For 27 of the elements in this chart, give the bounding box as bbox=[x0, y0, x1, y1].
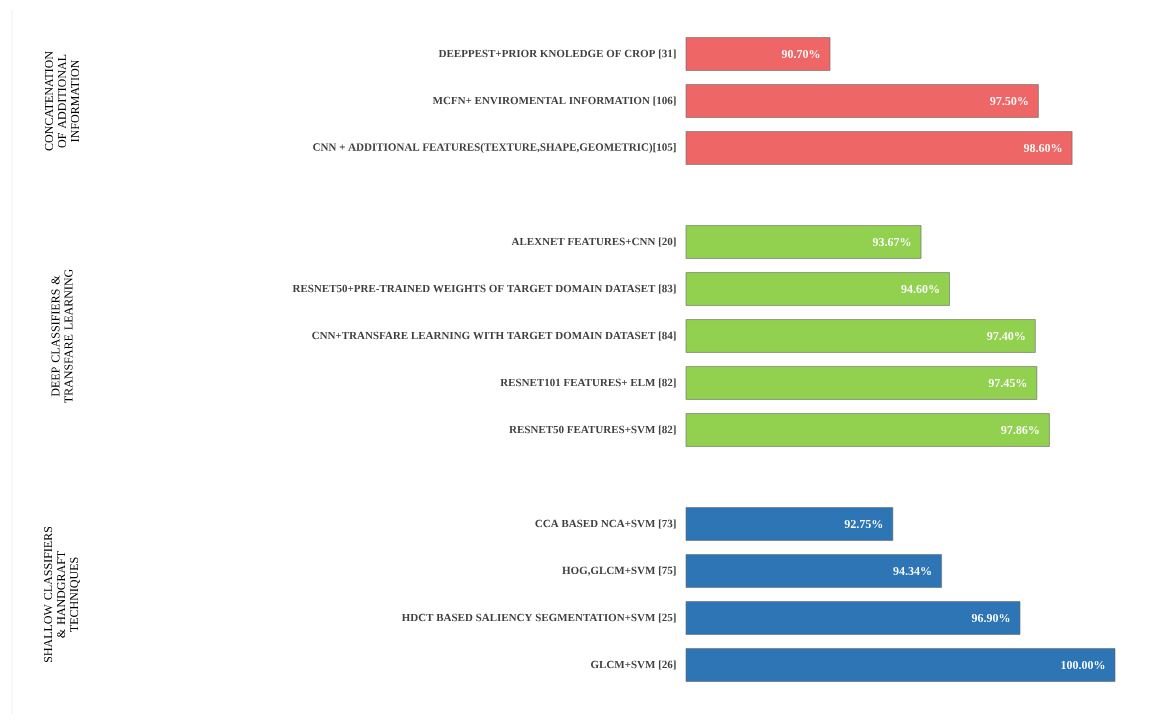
y-tick-label: GLCM+SVM [26] bbox=[590, 660, 676, 670]
y-tick-label: CNN+TRANSFARE LEARNING WITH TARGET DOMAIN DATASET [84] bbox=[312, 331, 676, 341]
data-label: 93.67% bbox=[872, 237, 911, 247]
y-tick-label: CCA BASED NCA+SVM [73] bbox=[535, 519, 676, 529]
data-label: 90.70% bbox=[781, 49, 820, 59]
data-label: 97.45% bbox=[988, 378, 1027, 388]
y-tick-label: RESNET50 FEATURES+SVM [82] bbox=[509, 425, 676, 435]
y-tick-label: HOG,GLCM+SVM [75] bbox=[562, 566, 676, 576]
y-tick-label: DEEPPEST+PRIOR KNOLEDGE OF CROP [31] bbox=[438, 49, 676, 59]
data-label: 97.86% bbox=[1001, 425, 1039, 435]
data-label: 94.34% bbox=[893, 566, 931, 576]
y-tick-label: ALEXNET FEATURES+CNN [20] bbox=[511, 237, 676, 247]
y-tick-label: RESNET101 FEATURES+ ELM [82] bbox=[500, 378, 676, 388]
y-tick-label: CNN + ADDITIONAL FEATURES(TEXTURE,SHAPE,GEOMETRIC)[105] bbox=[313, 143, 676, 153]
data-label: 100.00% bbox=[1061, 660, 1105, 670]
data-label: 94.60% bbox=[901, 284, 939, 294]
data-label: 98.60% bbox=[1023, 143, 1062, 153]
data-label: 92.75% bbox=[844, 519, 883, 529]
text: CONCATENATION OF ADDITIONAL INFORMATION bbox=[44, 51, 80, 151]
y-tick-label: HDCT BASED SALIENCY SEGMENTATION+SVM [25] bbox=[401, 613, 676, 623]
data-label: 97.40% bbox=[987, 331, 1025, 341]
data-label: 97.50% bbox=[990, 96, 1028, 106]
data-label: 96.90% bbox=[971, 613, 1010, 623]
text: SHALLOW CLASSIFIERS & HANDGRAFT TECHNIQUES bbox=[44, 526, 80, 663]
text: DEEP CLASSIFIERS & TRANSFARE LEARNING bbox=[51, 269, 73, 403]
y-tick-label: RESNET50+PRE-TRAINED WEIGHTS OF TARGET DOMAIN DATASET [83] bbox=[292, 284, 676, 294]
y-tick-label: MCFN+ ENVIROMENTAL INFORMATION [106] bbox=[432, 96, 676, 106]
